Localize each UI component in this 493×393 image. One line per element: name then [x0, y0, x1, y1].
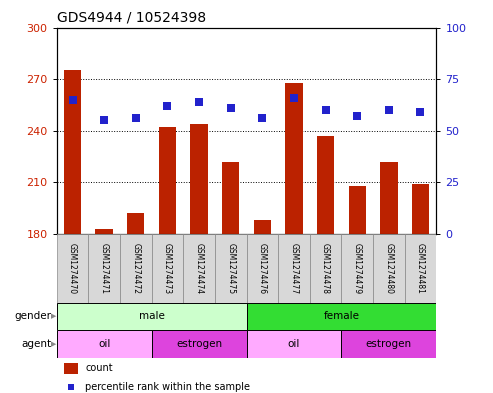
Text: GSM1274480: GSM1274480 — [385, 243, 393, 294]
Point — [100, 117, 108, 123]
Text: GSM1274470: GSM1274470 — [68, 242, 77, 294]
Bar — [57, 303, 246, 330]
Text: oil: oil — [98, 339, 110, 349]
Text: female: female — [323, 311, 359, 321]
Point — [417, 109, 424, 115]
Bar — [246, 234, 278, 303]
Text: GSM1274473: GSM1274473 — [163, 242, 172, 294]
Text: GSM1274477: GSM1274477 — [289, 242, 298, 294]
Bar — [222, 162, 240, 234]
Text: ▶: ▶ — [51, 313, 56, 320]
Point — [290, 94, 298, 101]
Text: estrogen: estrogen — [366, 339, 412, 349]
Bar — [88, 234, 120, 303]
Bar — [310, 234, 341, 303]
Bar — [57, 330, 152, 358]
Text: gender: gender — [15, 311, 52, 321]
Text: GDS4944 / 10524398: GDS4944 / 10524398 — [57, 11, 206, 25]
Bar — [373, 234, 405, 303]
Text: ▶: ▶ — [51, 341, 56, 347]
Point — [258, 115, 266, 121]
Point — [321, 107, 329, 113]
Point — [67, 384, 75, 390]
Bar — [253, 220, 271, 234]
Text: male: male — [139, 311, 165, 321]
Bar — [215, 234, 246, 303]
Bar — [278, 234, 310, 303]
Point — [353, 113, 361, 119]
Bar — [183, 234, 215, 303]
Point — [195, 99, 203, 105]
Bar — [64, 70, 81, 234]
Text: GSM1274479: GSM1274479 — [352, 242, 362, 294]
Bar — [380, 162, 397, 234]
Bar — [405, 234, 436, 303]
Bar — [120, 234, 152, 303]
Point — [132, 115, 140, 121]
Bar — [285, 83, 303, 234]
Point — [227, 105, 235, 111]
Text: GSM1274471: GSM1274471 — [100, 243, 108, 294]
Text: estrogen: estrogen — [176, 339, 222, 349]
Text: GSM1274472: GSM1274472 — [131, 243, 141, 294]
Point — [385, 107, 393, 113]
Point — [69, 97, 76, 103]
Bar — [412, 184, 429, 234]
Text: GSM1274478: GSM1274478 — [321, 243, 330, 294]
Text: oil: oil — [288, 339, 300, 349]
Point — [164, 103, 172, 109]
Bar — [152, 234, 183, 303]
Bar — [159, 127, 176, 234]
Text: GSM1274475: GSM1274475 — [226, 242, 235, 294]
Bar — [349, 185, 366, 234]
Bar — [57, 234, 88, 303]
Text: GSM1274476: GSM1274476 — [258, 242, 267, 294]
Text: agent: agent — [22, 339, 52, 349]
Bar — [64, 363, 77, 373]
Bar — [152, 330, 246, 358]
Bar — [127, 213, 144, 234]
Bar — [96, 229, 113, 234]
Bar — [341, 234, 373, 303]
Bar — [190, 124, 208, 234]
Text: GSM1274474: GSM1274474 — [195, 242, 204, 294]
Bar — [246, 303, 436, 330]
Text: count: count — [85, 363, 113, 373]
Text: GSM1274481: GSM1274481 — [416, 243, 425, 294]
Bar — [317, 136, 334, 234]
Bar — [341, 330, 436, 358]
Text: percentile rank within the sample: percentile rank within the sample — [85, 382, 250, 392]
Bar — [246, 330, 341, 358]
